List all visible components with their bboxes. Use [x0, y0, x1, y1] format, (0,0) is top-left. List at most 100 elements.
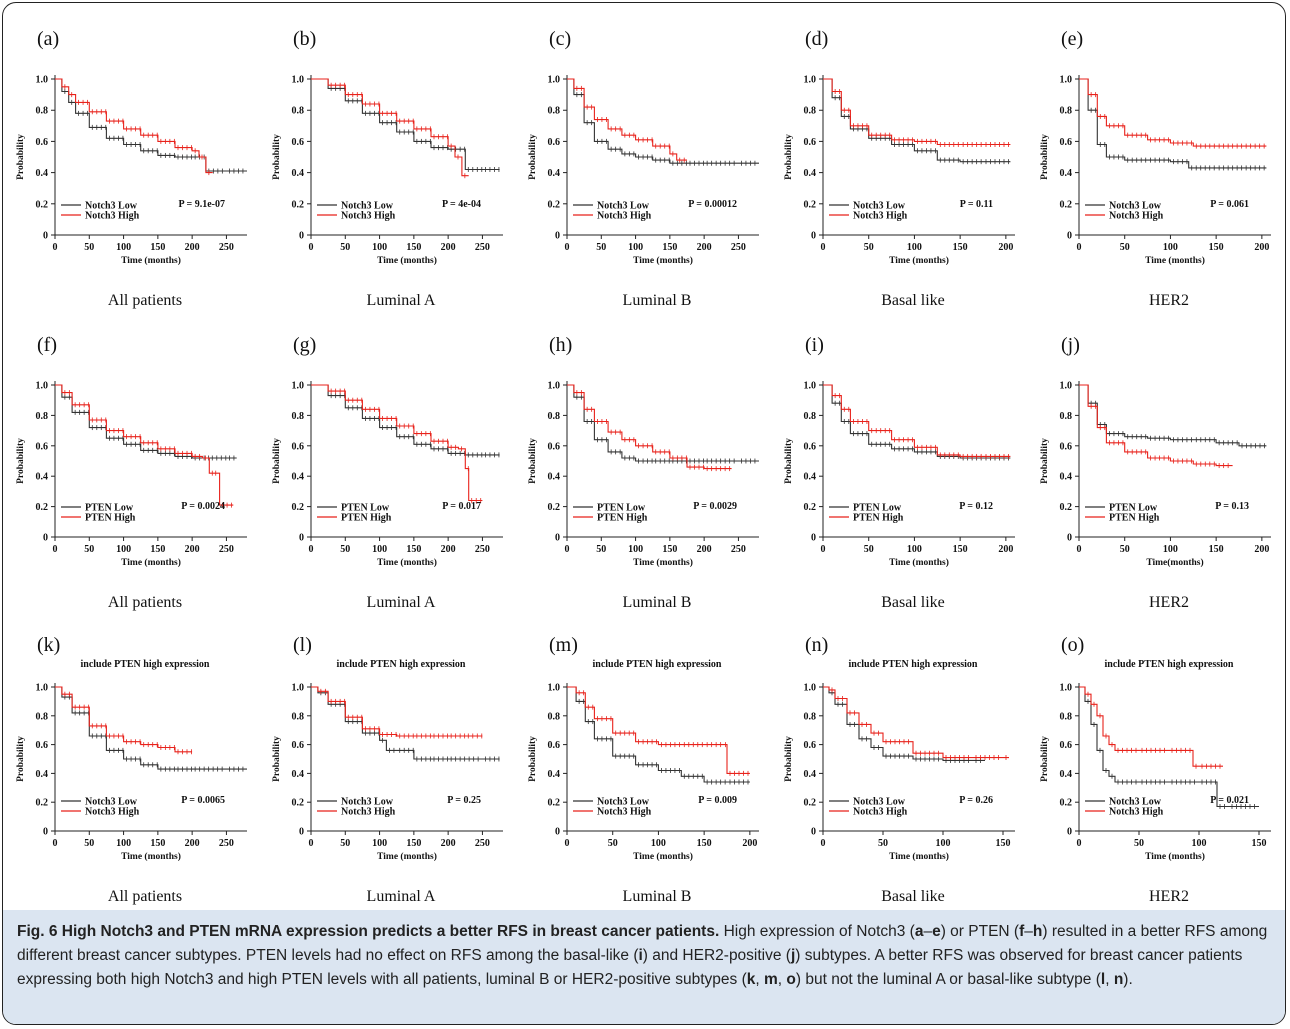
caption-panel-ref: m	[763, 971, 778, 988]
x-tick-label: 0	[53, 242, 58, 253]
km-curve-high	[55, 384, 234, 506]
caption-panel-ref: o	[786, 971, 796, 988]
km-curve-low	[55, 384, 237, 459]
x-tick-label: 200	[697, 242, 712, 253]
x-tick-label: 150	[406, 544, 421, 555]
y-tick-label: 0.8	[1060, 711, 1073, 722]
x-tick-label: 150	[662, 242, 677, 253]
km-curve-low	[1079, 78, 1267, 169]
legend-label: PTEN High	[1109, 513, 1160, 524]
x-tick-label: 100	[907, 544, 922, 555]
x-tick-label: 0	[1077, 838, 1082, 849]
legend-label: Notch3 High	[341, 807, 396, 818]
subtype-label: All patients	[108, 594, 182, 611]
panel-letter: (m)	[549, 634, 578, 656]
subtype-label: All patients	[108, 888, 182, 905]
y-tick-label: 0	[1067, 827, 1072, 838]
legend-label: Notch3 Low	[1109, 201, 1162, 212]
y-tick-label: 0.6	[804, 441, 817, 452]
x-tick-label: 150	[150, 544, 165, 555]
x-tick-label: 0	[309, 838, 314, 849]
y-tick-label: 0.4	[292, 769, 305, 780]
x-tick-label: 200	[697, 544, 712, 555]
km-curve-high	[1079, 384, 1233, 467]
x-tick-label: 150	[406, 242, 421, 253]
x-axis-label: Time (months)	[889, 255, 949, 266]
y-tick-label: 0	[1067, 533, 1072, 544]
p-value: P = 0.021	[1210, 795, 1249, 806]
x-tick-label: 50	[340, 242, 350, 253]
x-tick-label: 50	[340, 544, 350, 555]
legend-label: Notch3 Low	[341, 797, 394, 808]
y-tick-label: 0.4	[1060, 769, 1073, 780]
x-tick-label: 50	[608, 838, 618, 849]
legend-label: Notch3 Low	[85, 797, 138, 808]
km-panel-j: (j) 0 0.2 0.4 0.6 0.8 1.0 0 50 100 150 200 Probabili…	[1040, 334, 1271, 611]
caption-text: High expression of Notch3 (	[719, 923, 915, 940]
km-curve-high	[567, 686, 750, 774]
legend-label: PTEN High	[853, 513, 904, 524]
x-tick-label: 50	[84, 544, 94, 555]
y-tick-label: 0	[555, 231, 560, 242]
legend-label: Notch3 High	[341, 211, 396, 222]
caption-text: –	[1024, 923, 1033, 940]
legend-label: PTEN Low	[341, 503, 390, 514]
x-tick-label: 0	[821, 838, 826, 849]
x-tick-label: 150	[662, 544, 677, 555]
y-tick-label: 0.4	[1060, 168, 1073, 179]
x-tick-label: 0	[1077, 242, 1082, 253]
panel-letter: (g)	[293, 334, 316, 356]
x-tick-label: 0	[53, 544, 58, 555]
km-panel-n: (n) include PTEN high expression 0 0.2 0.4 0.…	[784, 634, 1015, 905]
caption-body: High expression of Notch3 (a–e) or PTEN …	[17, 923, 1267, 988]
panel-title: include PTEN high expression	[592, 659, 721, 670]
y-tick-label: 0.8	[36, 106, 49, 117]
panel-title: include PTEN high expression	[848, 659, 977, 670]
y-axis-label: Probability	[272, 134, 282, 180]
x-tick-label: 200	[441, 242, 456, 253]
x-tick-label: 0	[309, 242, 314, 253]
legend-label: Notch3 Low	[597, 797, 650, 808]
x-tick-label: 50	[596, 242, 606, 253]
km-curve-high	[311, 384, 483, 502]
x-tick-label: 200	[1254, 544, 1269, 555]
y-axis-label: Probability	[16, 438, 26, 484]
x-tick-label: 200	[441, 838, 456, 849]
y-tick-label: 1.0	[1060, 683, 1073, 694]
x-tick-label: 200	[185, 544, 200, 555]
legend-label: PTEN Low	[1109, 503, 1158, 514]
x-axis-label: Time (months)	[377, 851, 437, 862]
x-axis-label: Time (months)	[633, 851, 693, 862]
y-tick-label: 0	[43, 827, 48, 838]
x-axis-label: Time(months)	[1146, 557, 1203, 568]
km-panel-o: (o) include PTEN high expression 0 0.2 0.4 0.…	[1040, 634, 1271, 905]
y-axis-label: Probability	[16, 736, 26, 782]
km-curve-low	[1079, 384, 1267, 447]
x-tick-label: 50	[864, 242, 874, 253]
y-tick-label: 0.2	[36, 502, 49, 513]
km-panel-b: (b) 0 0.2 0.4 0.6 0.8 1.0 0 50 100 150 200 250 Probab…	[272, 28, 503, 309]
y-tick-label: 0.2	[804, 502, 817, 513]
legend-label: PTEN High	[85, 513, 136, 524]
y-tick-label: 0.4	[292, 168, 305, 179]
y-tick-label: 0.8	[292, 411, 305, 422]
x-tick-label: 250	[475, 544, 490, 555]
p-value: P = 4e-04	[442, 199, 481, 210]
km-curve-high	[823, 78, 1011, 146]
y-tick-label: 0.4	[548, 769, 561, 780]
x-tick-label: 100	[907, 242, 922, 253]
km-curve-high	[55, 78, 213, 174]
km-panel-m: (m) include PTEN high expression 0 0.2 0.4 0.…	[528, 634, 759, 905]
km-panel-g: (g) 0 0.2 0.4 0.6 0.8 1.0 0 50 100 150 200 250 Probab…	[272, 334, 503, 611]
x-tick-label: 100	[372, 838, 387, 849]
x-tick-label: 50	[340, 838, 350, 849]
x-axis-label: Time (months)	[121, 557, 181, 568]
y-tick-label: 0.8	[1060, 411, 1073, 422]
legend-label: Notch3 High	[853, 807, 908, 818]
x-tick-label: 150	[1209, 544, 1224, 555]
km-curve-high	[1079, 686, 1223, 767]
y-tick-label: 0.4	[804, 168, 817, 179]
y-tick-label: 0.6	[292, 441, 305, 452]
x-tick-label: 200	[1254, 242, 1269, 253]
x-tick-label: 0	[565, 838, 570, 849]
